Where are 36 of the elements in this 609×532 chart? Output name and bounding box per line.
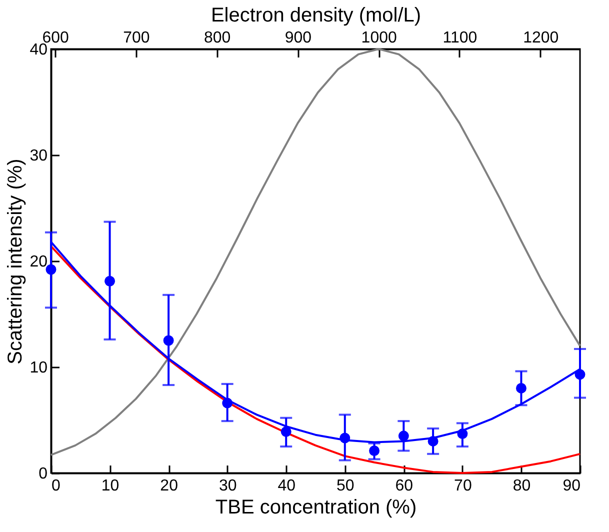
point — [369, 446, 380, 456]
x-axis-title: TBE concentration (%) — [215, 496, 417, 518]
point — [280, 426, 292, 437]
x-tick-label: 20 — [160, 478, 178, 494]
x2-tick-label: 700 — [123, 30, 150, 46]
x2-axis-title: Electron density (mol/L) — [210, 4, 422, 26]
x2-tick-label: 900 — [284, 30, 312, 46]
point — [340, 432, 350, 444]
point — [574, 369, 586, 380]
x2-tick-label: 1200 — [523, 30, 559, 46]
x-tick-label: 80 — [512, 478, 531, 494]
point — [104, 276, 116, 286]
point — [398, 430, 409, 442]
y-tick-label: 0 — [38, 466, 48, 482]
point — [516, 382, 526, 394]
x2-tick-label: 800 — [204, 30, 231, 46]
x2-tick-label: 1000 — [361, 30, 397, 46]
x2-tick-label: 1100 — [442, 30, 478, 46]
point — [457, 428, 468, 440]
y-tick-label: 10 — [30, 360, 48, 376]
y-tick-label: 30 — [30, 148, 48, 164]
x-tick-label: 10 — [101, 478, 120, 494]
x-tick-label: 50 — [336, 478, 354, 494]
x-tick-label: 0 — [52, 478, 60, 494]
point — [163, 335, 174, 346]
point — [222, 398, 233, 408]
x-tick-label: 60 — [395, 478, 414, 494]
point — [46, 264, 56, 275]
x-tick-label: 30 — [218, 478, 237, 494]
y-axis-title: Scattering intensity (%) — [4, 158, 27, 364]
y-tick-label: 40 — [30, 42, 48, 58]
point — [428, 436, 438, 446]
y-tick-label: 20 — [30, 254, 48, 270]
x-tick-label: 40 — [278, 478, 296, 494]
x-tick-label: 90 — [562, 478, 581, 494]
x-tick-label: 70 — [454, 478, 472, 494]
